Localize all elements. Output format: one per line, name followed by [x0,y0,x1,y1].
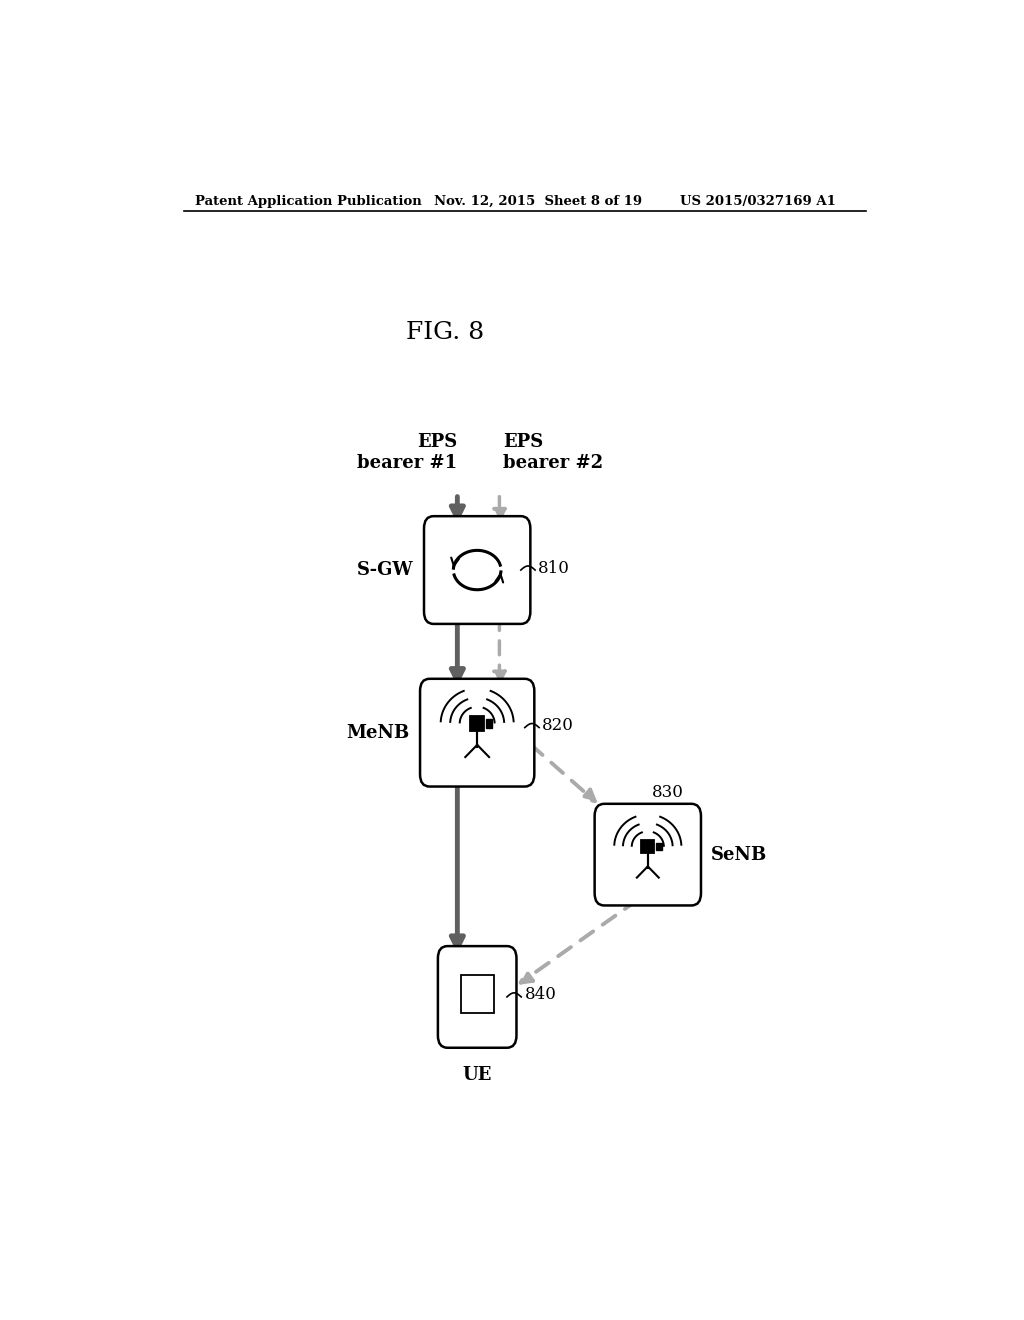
Text: 820: 820 [543,717,574,734]
Text: MeNB: MeNB [346,723,410,742]
Text: 810: 810 [539,560,570,577]
FancyBboxPatch shape [486,719,493,727]
Text: SeNB: SeNB [712,846,768,863]
FancyBboxPatch shape [461,974,494,1014]
Text: FIG. 8: FIG. 8 [406,321,484,345]
FancyBboxPatch shape [641,841,654,853]
Text: Patent Application Publication: Patent Application Publication [196,195,422,209]
FancyBboxPatch shape [655,843,662,850]
Text: EPS
bearer #2: EPS bearer #2 [504,433,603,471]
Text: Nov. 12, 2015  Sheet 8 of 19: Nov. 12, 2015 Sheet 8 of 19 [433,195,642,209]
FancyBboxPatch shape [420,678,535,787]
FancyBboxPatch shape [424,516,530,624]
FancyBboxPatch shape [438,946,516,1048]
Text: S-GW: S-GW [357,561,414,579]
Text: US 2015/0327169 A1: US 2015/0327169 A1 [680,195,836,209]
Text: UE: UE [463,1067,492,1084]
Text: EPS
bearer #1: EPS bearer #1 [357,433,458,471]
FancyBboxPatch shape [470,717,484,731]
FancyBboxPatch shape [595,804,701,906]
Text: 830: 830 [652,784,684,801]
Text: 840: 840 [524,986,556,1003]
